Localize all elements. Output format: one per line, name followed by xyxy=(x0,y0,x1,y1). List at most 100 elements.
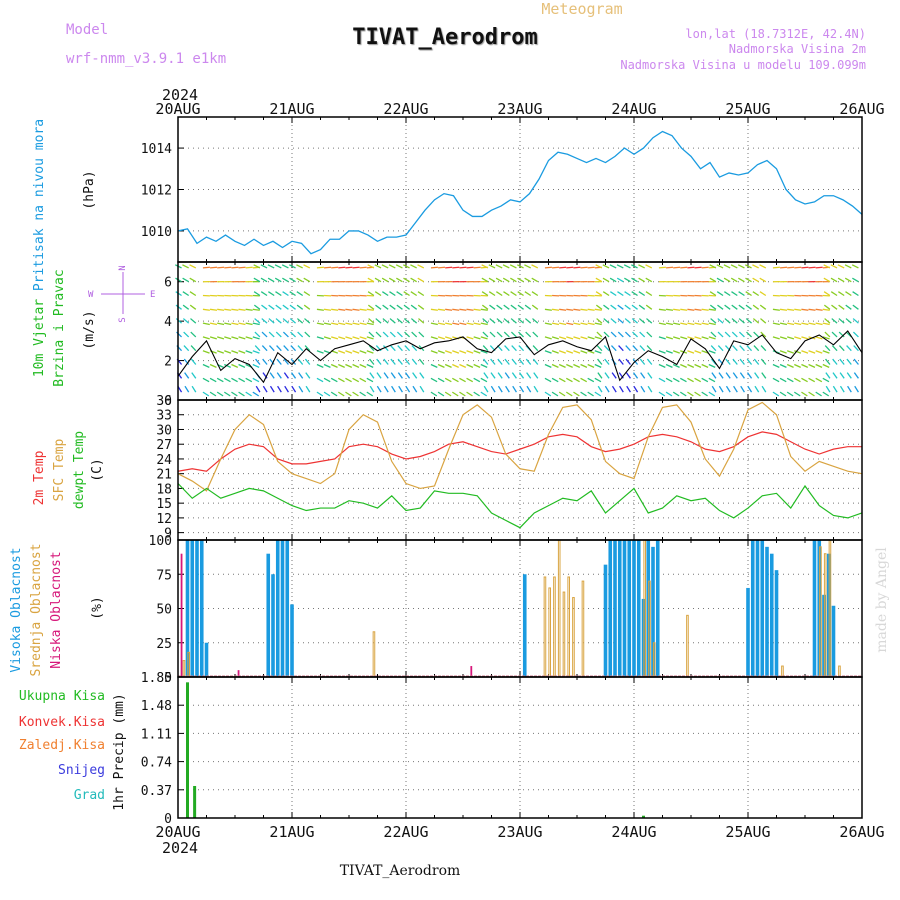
wind-vector xyxy=(289,291,296,297)
wind-vector xyxy=(617,331,624,338)
wind-vector xyxy=(382,331,389,338)
wind-vector xyxy=(746,345,753,352)
wind-vector xyxy=(517,291,524,297)
mid-cloud-bar xyxy=(572,597,575,678)
wind-vector xyxy=(303,304,311,310)
wind-vector xyxy=(587,391,594,397)
wind-vector xyxy=(638,318,646,324)
wind-vector xyxy=(709,264,717,269)
wind-vector xyxy=(366,391,374,397)
wind-vector xyxy=(202,363,210,368)
wind-vector xyxy=(551,322,560,326)
wind-vector xyxy=(383,372,389,379)
wind-vector xyxy=(405,385,411,393)
wind-vector xyxy=(190,331,197,338)
wind-vector xyxy=(595,304,603,310)
wind-vector xyxy=(430,350,438,354)
wind-vector xyxy=(753,331,760,338)
wind-vector xyxy=(801,336,809,340)
wind-vector xyxy=(345,350,353,354)
wind-vector xyxy=(390,345,396,352)
wind-vector xyxy=(403,264,410,269)
wind-vector xyxy=(732,372,738,379)
wind-vector xyxy=(808,308,816,311)
wind-vector xyxy=(717,304,724,310)
wind-vector xyxy=(275,304,282,310)
wind-vector xyxy=(851,264,859,269)
wind-vector xyxy=(245,266,253,269)
precip-ylabel: 1hr Precip (mm) xyxy=(112,693,127,810)
wind-vector xyxy=(551,308,560,311)
wind-vector xyxy=(397,345,403,352)
wind-vector xyxy=(391,385,396,393)
high-cloud-bar xyxy=(812,540,817,677)
wind-vector xyxy=(604,385,610,393)
wind-vector xyxy=(510,277,517,283)
wind-vector xyxy=(672,377,680,383)
wind-vector xyxy=(831,345,838,352)
wind-vector xyxy=(772,363,780,368)
wind-vector xyxy=(191,372,197,379)
wind-vector xyxy=(847,385,852,393)
wind-vector xyxy=(473,350,481,354)
wind-vector xyxy=(594,350,602,354)
wind-vector xyxy=(739,372,745,379)
wind-vector xyxy=(366,336,374,340)
wind-vector xyxy=(275,331,282,338)
wind-vector xyxy=(323,308,332,311)
low-cloud-bar xyxy=(237,670,240,677)
wind-vector xyxy=(231,350,239,354)
wind-vector xyxy=(680,363,687,368)
wind-vector xyxy=(452,308,460,311)
wind-vector xyxy=(202,391,210,397)
wind-vector xyxy=(381,264,389,269)
wind-vector xyxy=(262,358,268,365)
wind-vector xyxy=(269,385,275,393)
high-cloud-bar xyxy=(632,540,636,677)
wind-vector xyxy=(345,363,353,368)
wind-vector xyxy=(794,377,801,383)
wind-vector xyxy=(511,372,517,379)
wind-vector xyxy=(824,331,831,338)
wind-vector xyxy=(658,363,666,368)
wind-vector xyxy=(262,385,268,393)
wind-vector xyxy=(822,363,830,368)
wind-vector xyxy=(438,266,446,269)
wind-vector xyxy=(673,266,681,269)
wind-vector xyxy=(398,385,403,393)
high-cloud-bar xyxy=(185,540,190,677)
meteogram-label: Meteogram xyxy=(541,0,622,18)
wind-vector xyxy=(822,336,830,340)
wind-vector xyxy=(808,391,815,397)
wind-vector xyxy=(566,377,573,383)
wind-vector xyxy=(368,318,375,324)
wind-vector xyxy=(609,277,617,283)
wind-vector xyxy=(738,277,745,283)
wind-vector xyxy=(316,266,324,269)
wind-vector xyxy=(525,331,532,338)
y-tick-label: 0.37 xyxy=(141,784,172,799)
wind-vector xyxy=(711,358,717,365)
wind-vector xyxy=(238,308,246,311)
wind-vector xyxy=(495,264,503,269)
wind-vector xyxy=(680,336,688,340)
wind-vector xyxy=(390,372,396,379)
wind-vector xyxy=(631,291,638,297)
wind-vector xyxy=(737,264,745,269)
wind-vector xyxy=(412,385,418,393)
low-cloud-bar xyxy=(470,666,473,677)
wind-vector xyxy=(694,377,702,383)
wind-vector xyxy=(252,391,260,397)
wind-vector xyxy=(504,358,510,365)
wind-vector xyxy=(376,385,382,393)
high-cloud-bar xyxy=(280,540,285,677)
wind-vector xyxy=(445,266,453,269)
wind-vector xyxy=(772,377,780,383)
wind-vector xyxy=(238,336,246,340)
wind-vector xyxy=(658,377,666,383)
high-cloud-bar xyxy=(769,553,774,677)
wind-vector xyxy=(808,322,816,326)
wind-vector xyxy=(183,345,190,352)
wind-vector xyxy=(345,391,352,397)
wind-vector xyxy=(495,291,503,297)
